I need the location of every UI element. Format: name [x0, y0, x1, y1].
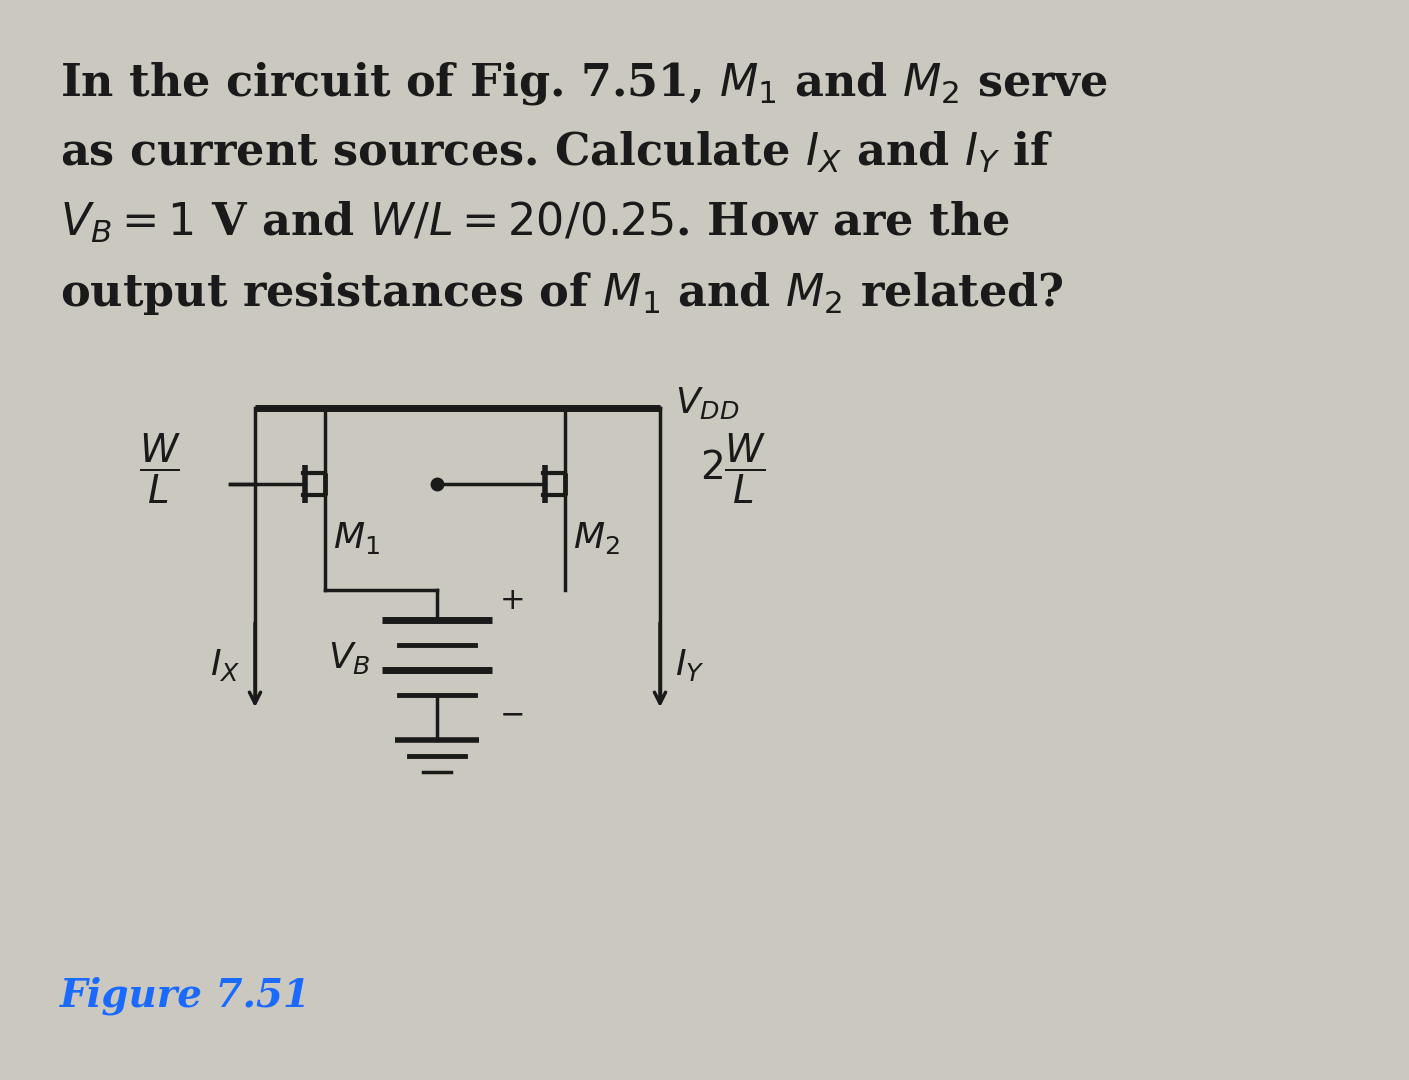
Text: $M_2$: $M_2$ — [573, 519, 620, 556]
Text: $2\dfrac{W}{L}$: $2\dfrac{W}{L}$ — [700, 432, 766, 507]
Text: as current sources. Calculate $I_X$ and $I_Y$ if: as current sources. Calculate $I_X$ and … — [61, 130, 1054, 175]
Text: −: − — [500, 700, 526, 729]
Text: $\dfrac{W}{L}$: $\dfrac{W}{L}$ — [139, 432, 180, 507]
Text: In the circuit of Fig. 7.51, $M_1$ and $M_2$ serve: In the circuit of Fig. 7.51, $M_1$ and $… — [61, 60, 1107, 107]
Text: $M_1$: $M_1$ — [333, 519, 380, 556]
Text: +: + — [500, 586, 526, 615]
Text: $V_B = 1$ V and $W/L = 20/0.25$. How are the: $V_B = 1$ V and $W/L = 20/0.25$. How are… — [61, 200, 1010, 245]
Text: output resistances of $M_1$ and $M_2$ related?: output resistances of $M_1$ and $M_2$ re… — [61, 270, 1064, 318]
Text: $V_{DD}$: $V_{DD}$ — [675, 384, 740, 421]
Text: $V_B$: $V_B$ — [327, 639, 371, 675]
Text: Figure 7.51: Figure 7.51 — [61, 976, 311, 1015]
Text: $I_Y$: $I_Y$ — [675, 647, 704, 683]
Text: $I_X$: $I_X$ — [210, 647, 240, 683]
